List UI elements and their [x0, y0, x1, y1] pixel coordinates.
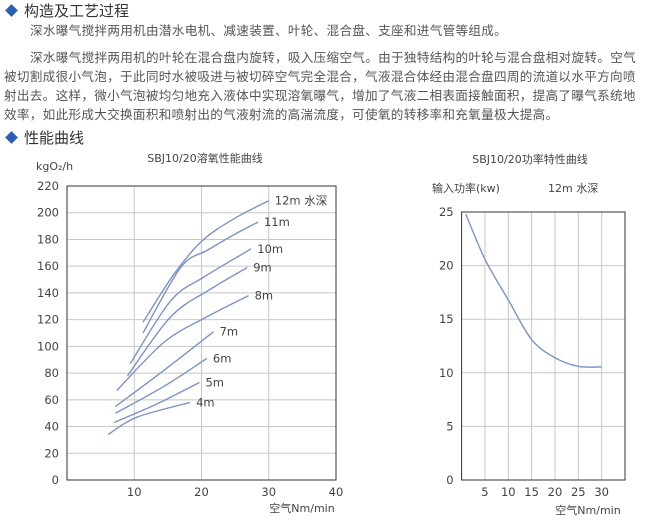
- y-tick-label: 15: [439, 312, 454, 326]
- depth-annotation: 12m 水深: [548, 182, 598, 195]
- x-tick-label: 15: [524, 485, 539, 499]
- x-tick-label: 20: [548, 485, 563, 499]
- paragraph-2-line-3: 射出去。这样，微小气泡被均匀地充入液体中实现溶氧曝气，增加了气液二相表面接触面积…: [4, 88, 636, 103]
- chart-title: SBJ10/20溶氧性能曲线: [147, 151, 262, 165]
- y-tick-label: 20: [439, 259, 454, 273]
- y-tick-label: 0: [446, 473, 453, 487]
- y-tick-label: 120: [37, 313, 59, 327]
- y-axis-label: kgO₂/h: [36, 160, 73, 173]
- paragraph-1: 深水曝气搅拌两用机由潜水电机、减速装置、叶轮、混合盘、支座和进气管等组成。: [30, 23, 508, 38]
- x-tick-label: 5: [481, 485, 488, 499]
- y-axis-label: 输入功率(kw): [432, 181, 500, 195]
- y-tick-label: 20: [44, 446, 59, 460]
- series-line-11m: [142, 221, 259, 334]
- y-tick-label: 200: [37, 206, 59, 220]
- heading-text: 构造及工艺过程: [24, 1, 130, 20]
- x-tick-label: 25: [571, 485, 586, 499]
- paragraph-2-line-1: 深水曝气搅拌两用机的叶轮在混合盘内旋转，吸入压缩空气。由于独特结构的叶轮与混合盘…: [30, 50, 637, 65]
- y-tick-label: 140: [37, 286, 59, 300]
- series-label: 6m: [213, 351, 232, 365]
- y-tick-label: 0: [52, 473, 59, 487]
- x-tick-label: 10: [501, 485, 516, 499]
- series-line-4m: [107, 401, 191, 436]
- y-tick-label: 160: [37, 259, 59, 273]
- paragraph-2-line-4: 效率，如此形成大交换面积和喷射出的气液射流的高湍流度，可使氧的转移率和充氧量极大…: [4, 107, 559, 122]
- y-tick-label: 40: [44, 420, 59, 434]
- series-line-8m: [116, 294, 249, 391]
- x-tick-label: 10: [127, 485, 142, 499]
- section-heading-structure: 构造及工艺过程: [4, 0, 129, 20]
- series-line-power: [465, 213, 602, 368]
- series-line-7m: [115, 331, 215, 408]
- y-tick-label: 100: [37, 339, 59, 353]
- x-axis-label: 空气Nm/min: [269, 501, 334, 515]
- series-line-6m: [115, 357, 208, 414]
- plot-frame: [461, 211, 626, 481]
- series-line-12m 水深: [142, 200, 270, 323]
- y-tick-label: 5: [446, 419, 453, 433]
- paragraph-2-line-2: 被切割成很小气泡，于此同时水被吸进与被切碎空气完全混合，气液混合体经由混合盘四周…: [4, 69, 636, 84]
- y-tick-label: 220: [37, 179, 59, 193]
- series-label: 7m: [220, 325, 239, 339]
- y-tick-label: 60: [44, 393, 59, 407]
- y-tick-label: 180: [37, 232, 59, 246]
- series-label: 5m: [205, 375, 224, 389]
- section-heading-performance: 性能曲线: [4, 127, 84, 147]
- heading-text: 性能曲线: [24, 128, 85, 147]
- series-label: 10m: [257, 242, 283, 256]
- series-line-5m: [113, 381, 200, 424]
- chart-1: 0 20 40 60 80 100 120 140 160 180 200 220 10 20 30 40 SB…: [36, 151, 343, 515]
- x-tick-label: 30: [594, 485, 609, 499]
- y-tick-label: 25: [439, 205, 454, 219]
- x-axis-label: 空气Nm/min: [555, 503, 620, 517]
- x-tick-label: 20: [194, 485, 209, 499]
- chart-title: SBJ10/20功率特性曲线: [472, 152, 587, 166]
- plot-frame: [66, 185, 337, 481]
- chart-2: 0 5 10 15 20 25 5 10 15 20 25 30 SBJ10/20功率特性曲线输入功率(…: [432, 152, 626, 517]
- series-label: 8m: [255, 289, 274, 303]
- x-tick-label: 40: [329, 485, 344, 499]
- series-line-9m: [126, 266, 248, 377]
- series-label: 9m: [253, 261, 272, 275]
- x-tick-label: 30: [261, 485, 276, 499]
- series-label: 12m 水深: [275, 194, 328, 208]
- series-label: 4m: [196, 395, 215, 409]
- series-label: 11m: [264, 215, 290, 229]
- y-tick-label: 10: [439, 366, 454, 380]
- series-line-10m: [129, 248, 252, 365]
- y-tick-label: 80: [44, 366, 59, 380]
